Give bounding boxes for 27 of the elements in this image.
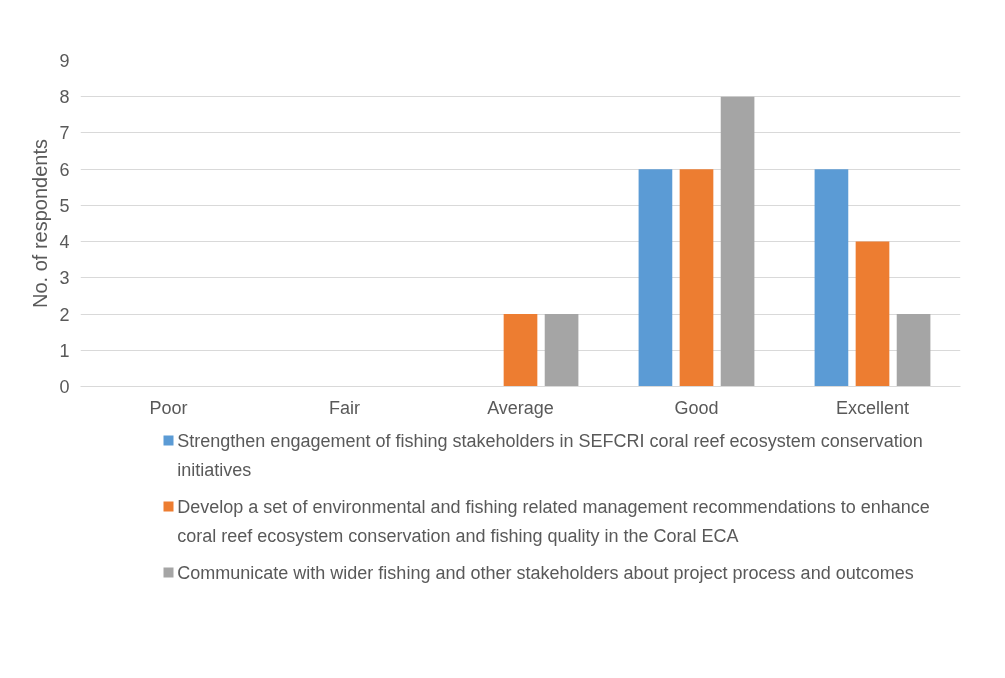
bar xyxy=(855,241,890,387)
bar xyxy=(638,169,673,387)
bar xyxy=(814,169,849,387)
legend-label: Develop a set of environmental and fishing related management recommendations to enhance coral reef ecosystem conservation and fishing quality in the Coral ECA xyxy=(177,496,930,546)
legend-label: Communicate with wider fishing and other stakeholders about project process and outcomes xyxy=(177,562,914,583)
y-axis-title: No. of respondents xyxy=(29,139,52,308)
y-tick-label: 7 xyxy=(59,123,70,144)
y-tick-label: 1 xyxy=(59,340,70,361)
bar xyxy=(503,314,538,387)
bar xyxy=(679,169,714,387)
x-tick-label: Fair xyxy=(329,397,361,418)
x-tick-label: Excellent xyxy=(835,397,910,418)
y-tick-label: 6 xyxy=(59,159,70,180)
bar xyxy=(720,96,755,387)
x-tick-label: Poor xyxy=(149,397,188,418)
x-tick-label: Average xyxy=(487,397,554,418)
y-tick-label: 3 xyxy=(59,268,70,289)
y-tick-label: 5 xyxy=(59,195,70,216)
x-tick-label: Good xyxy=(674,397,719,418)
y-tick-label: 0 xyxy=(59,377,70,397)
bar xyxy=(896,314,931,387)
bar xyxy=(544,314,579,387)
y-tick-label: 8 xyxy=(59,87,70,108)
y-tick-label: 4 xyxy=(59,232,70,253)
y-tick-label: 2 xyxy=(59,304,70,325)
legend-label: Strengthen engagement of fishing stakeholders in SEFCRI coral reef ecosystem conservation initiatives xyxy=(177,430,923,480)
y-tick-label: 9 xyxy=(59,51,70,71)
